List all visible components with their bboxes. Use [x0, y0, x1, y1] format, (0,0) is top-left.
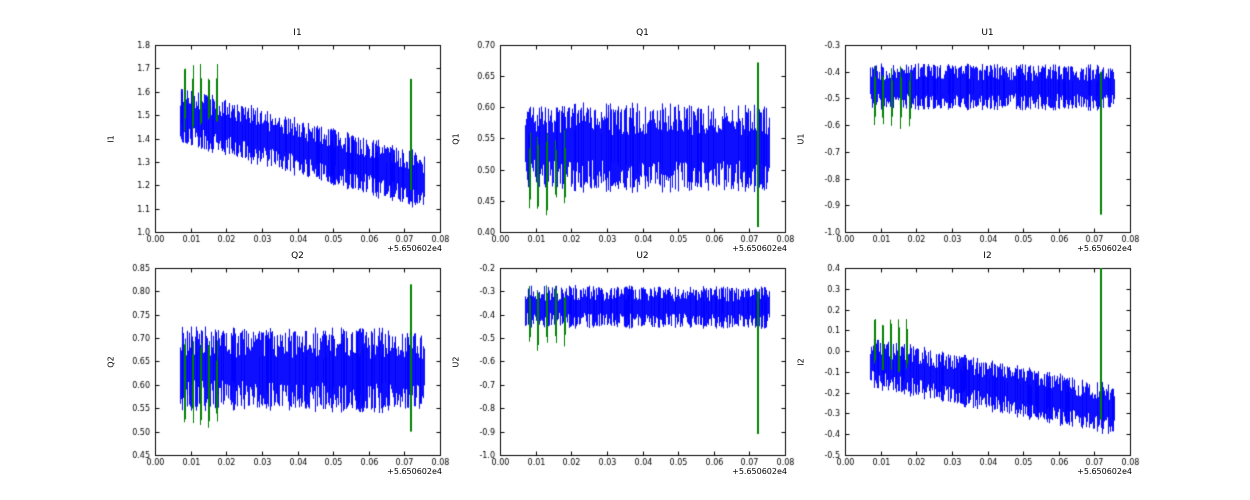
plot-area-i2	[790, 243, 1145, 480]
plot-area-q2	[100, 243, 455, 480]
subplot-title: Q1	[636, 28, 649, 38]
y-axis-label: U2	[451, 356, 461, 367]
y-axis-label: U1	[796, 133, 806, 144]
subplot-title: U2	[636, 251, 649, 261]
subplot-title: U1	[981, 28, 994, 38]
x-axis-offset-label: +5.650602e4	[387, 467, 442, 476]
subplot-q1: Q1 Q1 +5.650602e4	[445, 20, 800, 257]
plot-area-u1	[790, 20, 1145, 257]
x-axis-offset-label: +5.650602e4	[732, 467, 787, 476]
y-axis-label: Q2	[106, 355, 116, 368]
subplot-title: Q2	[291, 251, 304, 261]
plot-area-i1	[100, 20, 455, 257]
plot-area-q1	[445, 20, 800, 257]
y-axis-label: I2	[796, 357, 806, 366]
y-axis-label: I1	[106, 134, 116, 143]
plot-area-u2	[445, 243, 800, 480]
subplot-title: I1	[293, 28, 302, 38]
subplot-q2: Q2 Q2 +5.650602e4	[100, 243, 455, 480]
subplot-title: I2	[983, 251, 992, 261]
subplot-u2: U2 U2 +5.650602e4	[445, 243, 800, 480]
x-axis-offset-label: +5.650602e4	[1077, 467, 1132, 476]
subplot-i1: I1 I1 +5.650602e4	[100, 20, 455, 257]
y-axis-label: Q1	[451, 132, 461, 145]
subplot-u1: U1 U1 +5.650602e4	[790, 20, 1145, 257]
subplot-i2: I2 I2 +5.650602e4	[790, 243, 1145, 480]
